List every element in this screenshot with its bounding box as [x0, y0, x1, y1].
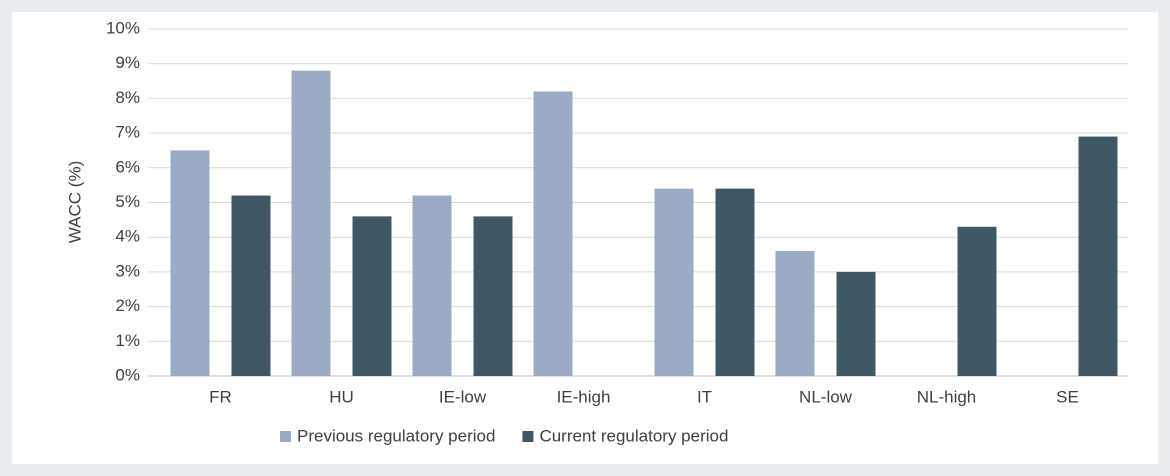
legend-label: Previous regulatory period: [297, 426, 495, 445]
x-tick-label: NL-high: [917, 387, 977, 406]
bar: [412, 195, 452, 376]
bar: [170, 150, 210, 376]
x-tick-label: IT: [697, 387, 712, 406]
bar: [291, 70, 331, 376]
bar: [775, 251, 815, 376]
y-tick-label: 0%: [115, 365, 140, 384]
bar: [715, 188, 755, 376]
bar: [1078, 136, 1118, 376]
y-tick-label: 6%: [115, 157, 140, 176]
x-tick-label: HU: [329, 387, 354, 406]
bar: [836, 271, 876, 376]
y-tick-label: 1%: [115, 331, 140, 350]
legend-label: Current regulatory period: [539, 426, 728, 445]
y-axis-label: WACC (%): [65, 161, 84, 243]
bar: [654, 188, 694, 376]
bar: [533, 91, 573, 377]
bar: [957, 226, 997, 376]
legend-swatch: [522, 431, 534, 442]
x-tick-label: FR: [209, 387, 232, 406]
x-tick-label: NL-low: [799, 387, 853, 406]
y-tick-label: 2%: [115, 296, 140, 315]
y-tick-label: 8%: [115, 88, 140, 107]
x-tick-label: IE-high: [557, 387, 611, 406]
bar: [231, 195, 271, 376]
y-tick-label: 3%: [115, 261, 140, 280]
y-tick-label: 10%: [106, 18, 140, 37]
x-tick-label: IE-low: [439, 387, 487, 406]
bar: [473, 216, 513, 376]
bar: [352, 216, 392, 376]
y-tick-label: 4%: [115, 227, 140, 246]
y-tick-label: 7%: [115, 123, 140, 142]
legend-swatch: [280, 431, 291, 442]
y-tick-label: 9%: [115, 53, 140, 72]
x-tick-label: SE: [1056, 387, 1079, 406]
y-tick-label: 5%: [115, 192, 140, 211]
